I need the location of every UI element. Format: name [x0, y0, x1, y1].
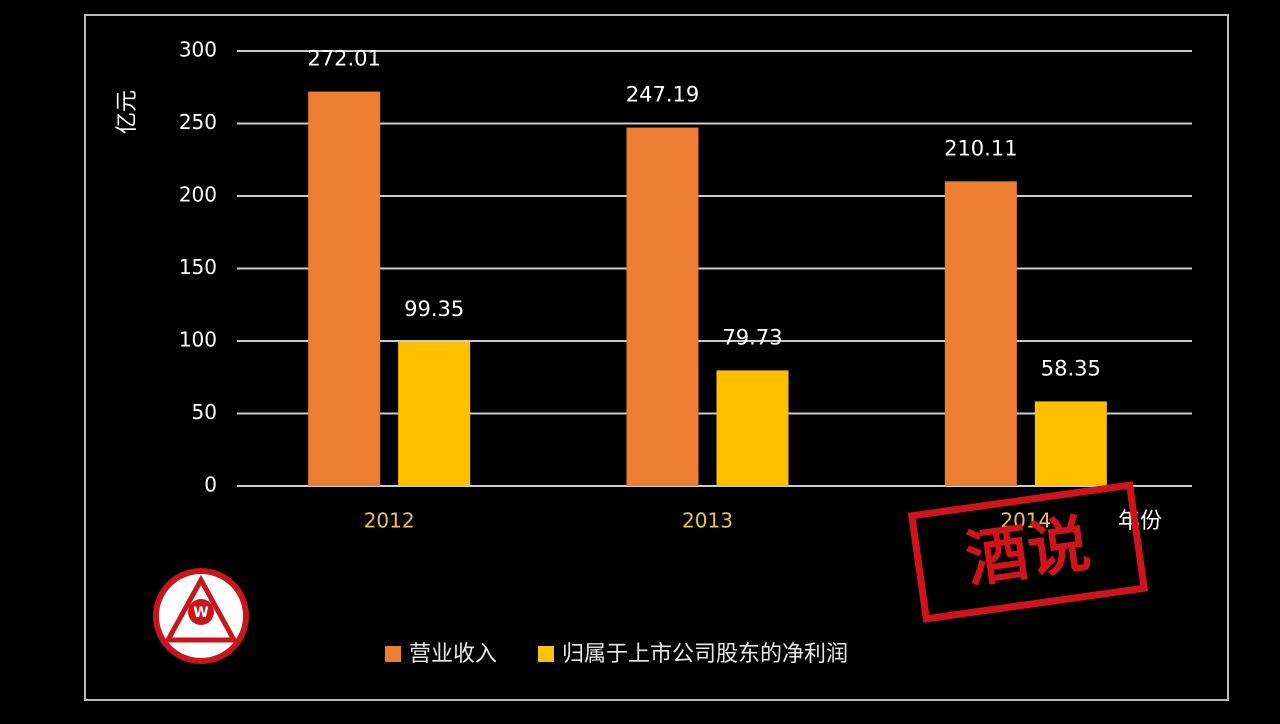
y-tick-label: 100 — [179, 328, 217, 352]
logo-shape — [163, 574, 239, 643]
stamp-border — [907, 481, 1149, 623]
data-label: 247.19 — [626, 83, 699, 107]
bar — [716, 370, 789, 486]
logo-dot — [188, 599, 214, 625]
data-label: 210.11 — [944, 136, 1017, 160]
bar — [1034, 401, 1107, 486]
y-tick-label: 200 — [179, 183, 217, 207]
x-tick-label: 2012 — [364, 509, 415, 533]
y-tick-label: 50 — [192, 400, 217, 424]
data-label: 99.35 — [404, 297, 464, 321]
data-label: 58.35 — [1041, 356, 1101, 380]
bar — [626, 127, 699, 487]
legend-label: 营业收入 — [409, 642, 497, 667]
bar — [398, 341, 471, 486]
stamp: 酒说 — [907, 481, 1149, 623]
x-tick-label: 2014 — [1000, 509, 1051, 533]
x-tick-label: 2013 — [682, 509, 733, 533]
data-label: 79.73 — [722, 325, 782, 349]
y-tick-label: 250 — [179, 110, 217, 134]
logo-text: W — [193, 605, 208, 621]
y-tick-label: 150 — [179, 255, 217, 279]
y-tick-label: 0 — [204, 473, 217, 497]
bar — [944, 181, 1017, 486]
legend-swatch — [385, 646, 401, 662]
y-axis-label: 亿元 — [115, 90, 140, 134]
bar — [308, 91, 381, 486]
data-label: 272.01 — [307, 47, 380, 71]
stamp-text: 酒说 — [961, 507, 1094, 597]
x-axis-label: 年份 — [1118, 509, 1162, 534]
legend-swatch — [538, 646, 554, 662]
logo: W — [153, 568, 249, 664]
legend-label: 归属于上市公司股东的净利润 — [562, 642, 848, 667]
y-tick-label: 300 — [179, 38, 217, 62]
